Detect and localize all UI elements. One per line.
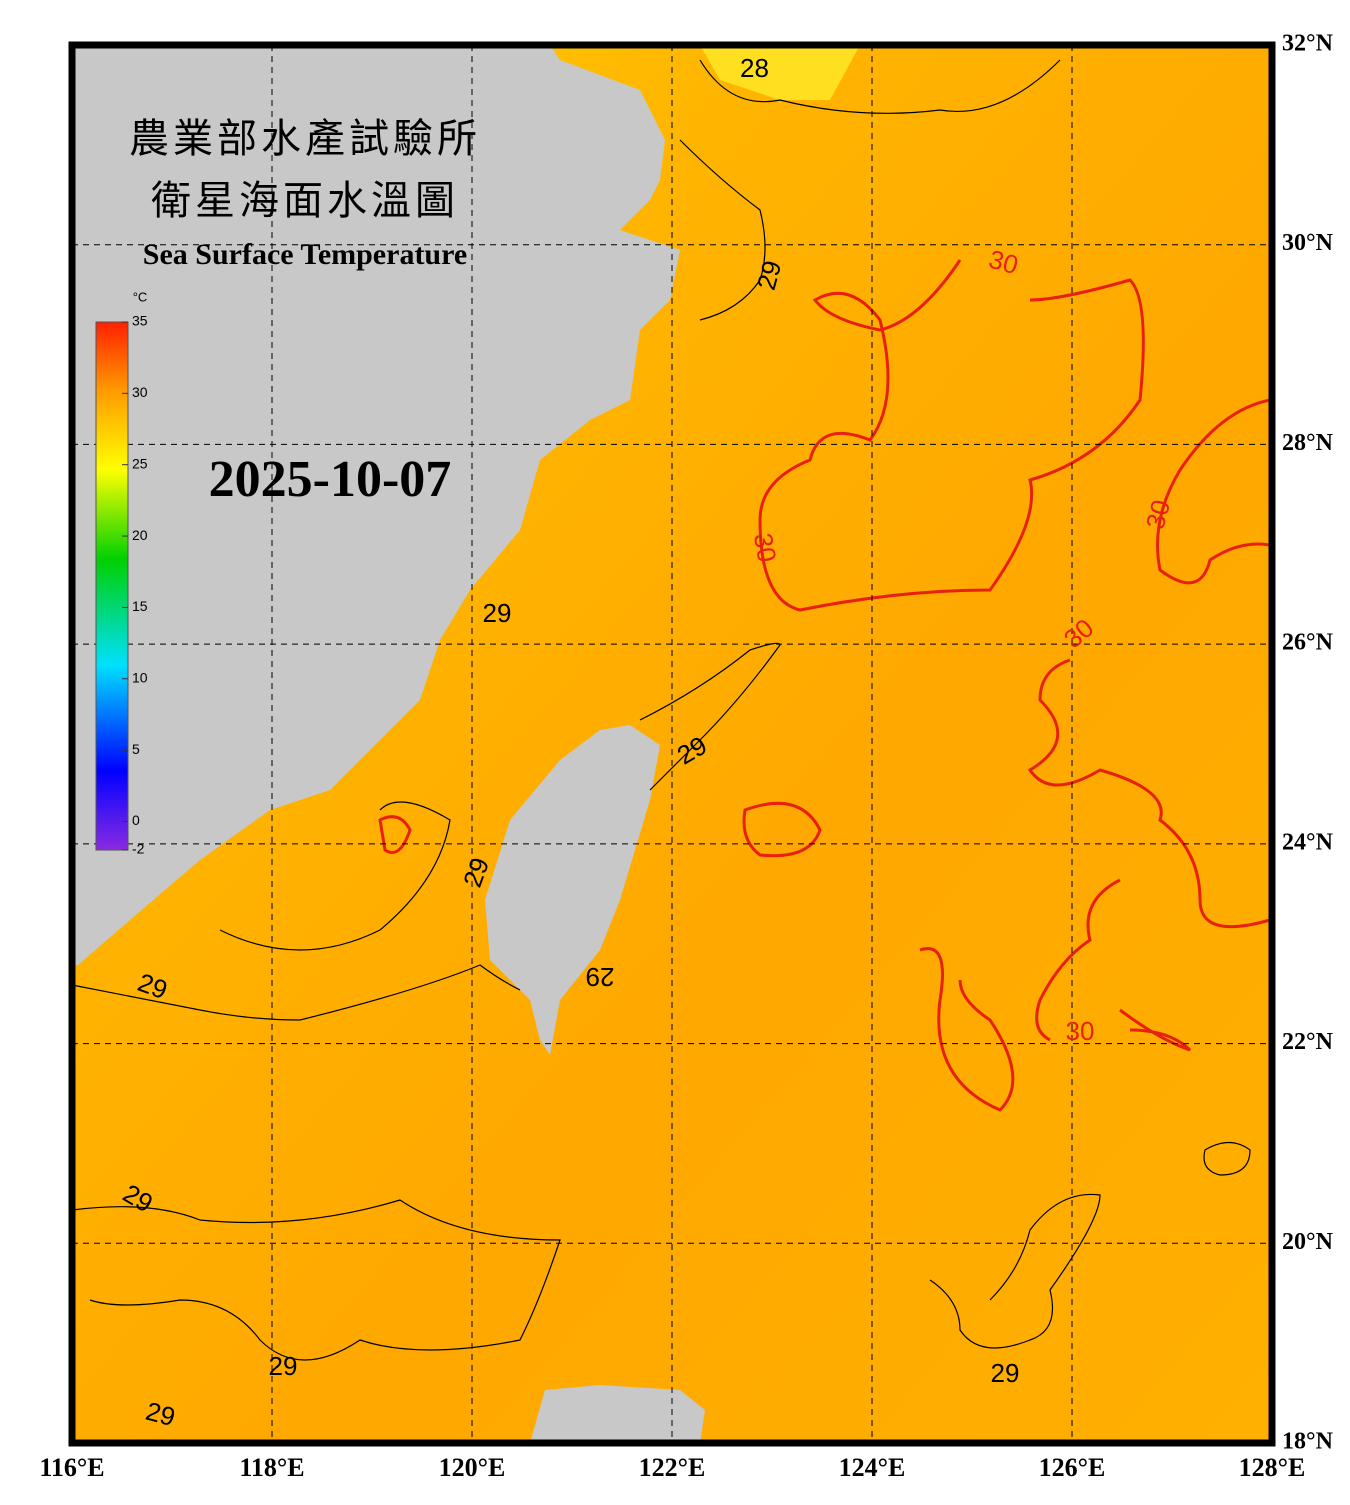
lon-label: 116°E (39, 1453, 104, 1482)
contour-label: 28 (740, 53, 769, 83)
colorbar-tick-label: 0 (132, 812, 140, 828)
subtitle-zh: 衛星海面水溫圖 (151, 178, 459, 223)
lat-label: 22°N (1282, 1029, 1334, 1055)
contour-label: 29 (483, 598, 512, 628)
contour-label: 29 (269, 1351, 298, 1381)
lat-label: 26°N (1282, 630, 1334, 656)
colorbar-unit: °C (133, 289, 148, 304)
cool-water (700, 45, 860, 100)
contour-label: 29 (586, 962, 615, 992)
map-area (72, 45, 1272, 1443)
colorbar-tick-label: 30 (132, 384, 148, 400)
contours-30 (378, 259, 1271, 1112)
taiwan (485, 725, 660, 1055)
contour-label: 30 (748, 531, 783, 565)
lon-label: 124°E (839, 1453, 906, 1482)
lon-label: 126°E (1039, 1453, 1106, 1482)
lon-label: 128°E (1239, 1453, 1306, 1482)
lat-label: 32°N (1282, 31, 1334, 57)
title-en: Sea Surface Temperature (143, 238, 467, 271)
lat-label: 20°N (1282, 1229, 1334, 1255)
lat-label: 28°N (1282, 430, 1334, 456)
lat-label: 24°N (1282, 829, 1334, 855)
lat-label: 18°N (1282, 1429, 1334, 1455)
colorbar-tick-label: 35 (132, 313, 148, 329)
lat-label: 30°N (1282, 230, 1334, 256)
contour-label: 29 (991, 1358, 1020, 1388)
lon-label: 122°E (639, 1453, 706, 1482)
colorbar-tick-label: 25 (132, 455, 148, 471)
luzon (530, 1385, 705, 1443)
colorbar (95, 321, 129, 851)
colorbar-tick-label: 10 (132, 669, 148, 685)
frame (68, 41, 1276, 1447)
contour-label: 30 (1066, 1016, 1095, 1046)
title-zh: 農業部水產試驗所 (129, 116, 481, 161)
colorbar-ticks: 35 30 25 20 15 10 5 0 -2 (122, 313, 148, 857)
lon-label: 118°E (239, 1453, 304, 1482)
mainland (72, 45, 680, 965)
colorbar-tick-label: 5 (132, 741, 140, 757)
date: 2025-10-07 (209, 451, 452, 508)
colorbar-tick-label: -2 (132, 841, 145, 857)
contours-29 (72, 59, 1251, 1361)
colorbar-tick-label: 20 (132, 527, 148, 543)
axis-labels: 116°E 118°E 120°E 122°E 124°E 126°E 128°E 32°N 3… (39, 31, 1333, 1482)
lon-label: 120°E (439, 1453, 506, 1482)
graticule (72, 45, 1272, 1443)
colorbar-tick-label: 15 (132, 598, 148, 614)
